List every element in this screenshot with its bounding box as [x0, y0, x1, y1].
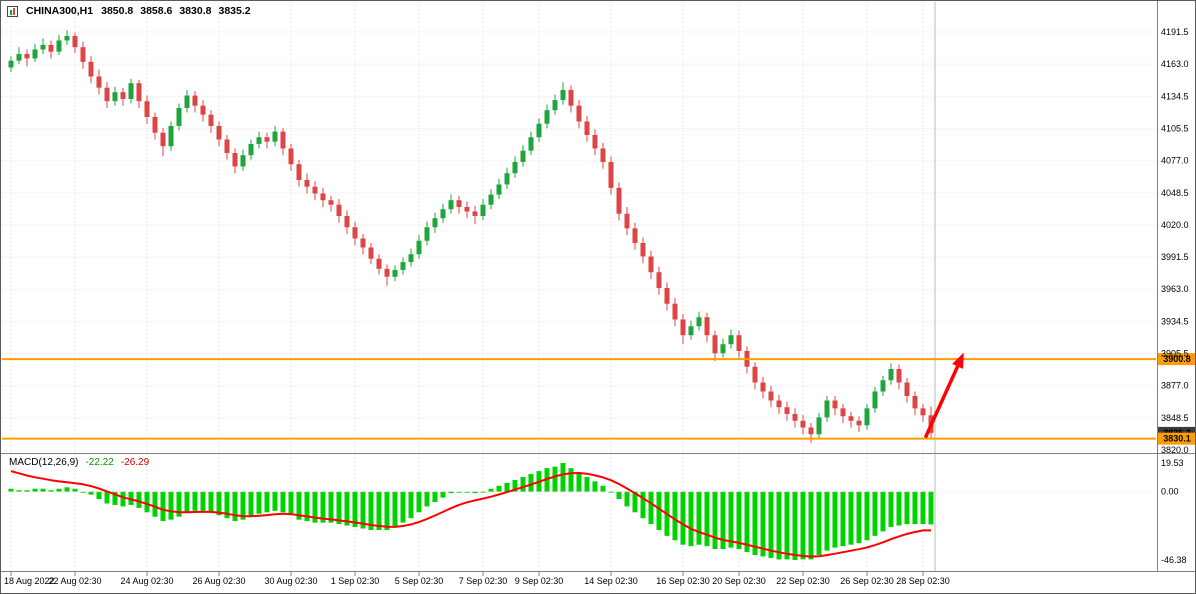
- svg-text:4105.5: 4105.5: [1161, 123, 1189, 133]
- svg-text:22 Sep 02:30: 22 Sep 02:30: [776, 576, 830, 586]
- svg-text:1 Sep 02:30: 1 Sep 02:30: [331, 576, 380, 586]
- svg-text:3848.5: 3848.5: [1161, 413, 1189, 423]
- macd-indicator-label: MACD(12,26,9) -22.22 -26.29: [9, 457, 149, 468]
- svg-text:4048.5: 4048.5: [1161, 188, 1189, 198]
- time-gridlines: [10, 2, 924, 571]
- svg-text:5 Sep 02:30: 5 Sep 02:30: [395, 576, 444, 586]
- svg-text:4134.5: 4134.5: [1161, 91, 1189, 101]
- svg-text:3934.5: 3934.5: [1161, 316, 1189, 326]
- candlesticks: [8, 30, 934, 444]
- svg-text:3963.0: 3963.0: [1161, 284, 1189, 294]
- svg-text:26 Sep 02:30: 26 Sep 02:30: [840, 576, 894, 586]
- svg-text:3991.5: 3991.5: [1161, 252, 1189, 262]
- svg-text:3830.1: 3830.1: [1163, 434, 1191, 444]
- high-value: 3858.6: [140, 5, 173, 17]
- macd-name: MACD(12,26,9): [9, 457, 79, 468]
- price-axis-labels[interactable]: 4191.5 4163.0 4134.5 4105.5 4077.0 4048.5 4020…: [1161, 27, 1189, 455]
- svg-text:3900.8: 3900.8: [1163, 354, 1191, 364]
- ohlc-values: 3850.8 3858.6 3830.8 3835.2: [101, 5, 251, 17]
- svg-text:9 Sep 02:30: 9 Sep 02:30: [515, 576, 564, 586]
- trend-arrow[interactable]: [923, 352, 964, 439]
- svg-text:3905.5: 3905.5: [1161, 349, 1189, 359]
- svg-text:16 Sep 02:30: 16 Sep 02:30: [656, 576, 710, 586]
- candlestick-chart-icon: [7, 5, 18, 17]
- svg-text:22 Aug 02:30: 22 Aug 02:30: [48, 576, 101, 586]
- svg-text:-46.38: -46.38: [1161, 555, 1187, 565]
- svg-text:3877.0: 3877.0: [1161, 381, 1189, 391]
- symbol-period-label: CHINA300,H1: [26, 5, 94, 17]
- macd-signal-value: -26.29: [120, 457, 150, 468]
- svg-text:14 Sep 02:30: 14 Sep 02:30: [584, 576, 638, 586]
- open-value: 3850.8: [101, 5, 134, 17]
- macd-histogram: [8, 463, 934, 560]
- price-gridlines: [2, 31, 1156, 451]
- svg-text:7 Sep 02:30: 7 Sep 02:30: [459, 576, 508, 586]
- svg-text:4020.0: 4020.0: [1161, 220, 1189, 230]
- svg-text:18 Aug 2022: 18 Aug 2022: [4, 576, 55, 586]
- svg-text:19.53: 19.53: [1161, 458, 1184, 468]
- resistance-level-line-badge: 3900.8: [1158, 353, 1195, 366]
- macd-axis-labels[interactable]: 19.53 0.00 -46.38: [1161, 458, 1187, 565]
- svg-text:30 Aug 02:30: 30 Aug 02:30: [264, 576, 317, 586]
- macd-signal-line: [10, 470, 931, 558]
- chart-title: CHINA300,H1 3850.8 3858.6 3830.8 3835.2: [7, 5, 251, 17]
- svg-text:26 Aug 02:30: 26 Aug 02:30: [192, 576, 245, 586]
- macd-main-value: -22.22: [85, 457, 114, 468]
- svg-text:0.00: 0.00: [1161, 487, 1179, 497]
- close-value: 3835.2: [218, 5, 251, 17]
- svg-text:4163.0: 4163.0: [1161, 59, 1189, 69]
- svg-text:24 Aug 02:30: 24 Aug 02:30: [120, 576, 173, 586]
- svg-text:4077.0: 4077.0: [1161, 156, 1189, 166]
- low-value: 3830.8: [179, 5, 212, 17]
- svg-text:20 Sep 02:30: 20 Sep 02:30: [712, 576, 766, 586]
- svg-text:3820.0: 3820.0: [1161, 445, 1189, 455]
- svg-text:28 Sep 02:30: 28 Sep 02:30: [896, 576, 950, 586]
- support-level-line-badge: 3830.1: [1158, 432, 1195, 445]
- svg-text:4191.5: 4191.5: [1161, 27, 1189, 37]
